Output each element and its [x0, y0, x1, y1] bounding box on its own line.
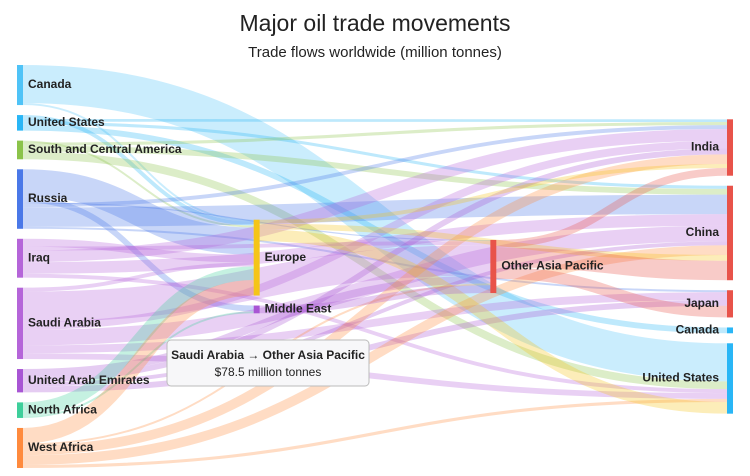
- flow-link: [259, 229, 728, 414]
- node-bar: [727, 290, 733, 318]
- node-label: Russia: [28, 191, 68, 205]
- node-bar: [17, 402, 23, 418]
- flow-link: [22, 121, 728, 189]
- flow-link: [22, 140, 254, 228]
- flow-link: [22, 273, 728, 394]
- node-bar: [17, 65, 23, 106]
- node-bar: [253, 305, 260, 314]
- node-bar: [253, 219, 260, 296]
- flow-link: [259, 285, 491, 314]
- node-bar: [17, 169, 23, 229]
- flow-link: [22, 65, 728, 382]
- node-label: Japan: [684, 296, 719, 310]
- node-label: West Africa: [28, 440, 94, 454]
- flow-link: [22, 398, 728, 468]
- flow-link: [22, 148, 728, 383]
- node-bar: [727, 119, 733, 176]
- flow-link: [22, 225, 728, 346]
- node-bar: [17, 238, 23, 278]
- flow-link: [22, 226, 728, 293]
- flow-link: [22, 169, 254, 255]
- flow-link: [22, 241, 728, 387]
- node-bar: [727, 185, 733, 281]
- flow-link: [22, 299, 728, 393]
- flow-link: [22, 151, 728, 390]
- flow-link: [22, 103, 254, 222]
- node-label: Europe: [265, 250, 307, 264]
- node-bar: [17, 140, 23, 160]
- flow-link: [496, 167, 728, 248]
- node-label: United Arab Emirates: [28, 373, 150, 387]
- flow-link: [496, 267, 728, 318]
- flow-link: [22, 194, 728, 227]
- flow-link: [496, 247, 728, 281]
- flow-link: [22, 214, 728, 274]
- flow-link: [22, 353, 728, 399]
- node-label: Other Asia Pacific: [501, 259, 604, 273]
- node-label: North Africa: [28, 402, 97, 416]
- node-label: Canada: [676, 323, 720, 337]
- node-bar: [727, 327, 733, 334]
- flow-link: [22, 279, 254, 444]
- flow-link: [22, 125, 728, 208]
- node-bar: [17, 287, 23, 360]
- node-bar: [727, 343, 733, 414]
- node-label: United States: [28, 115, 105, 129]
- flow-link: [22, 124, 728, 334]
- flow-link: [22, 145, 728, 195]
- flow-link: [22, 196, 254, 312]
- tooltip-title: Saudi Arabia → Other Asia Pacific: [171, 348, 365, 362]
- node-bar: [490, 239, 497, 294]
- node-label: Saudi Arabia: [28, 316, 101, 330]
- flow-link: [22, 245, 728, 465]
- flow-link: [22, 129, 728, 263]
- node-label: Iraq: [28, 250, 50, 264]
- flow-link: [22, 140, 728, 330]
- node-label: India: [691, 140, 719, 154]
- node-label: United States: [642, 371, 719, 385]
- tooltip-text: $78.5 million tonnes: [215, 365, 322, 379]
- flow-link: [22, 262, 254, 292]
- node-label: Middle East: [265, 302, 332, 316]
- node-label: Canada: [28, 77, 72, 91]
- flow-link: [22, 275, 491, 377]
- flow-link: [22, 292, 728, 354]
- node-label: China: [686, 225, 720, 239]
- flow-link: [259, 164, 728, 224]
- links: [22, 65, 728, 468]
- flow-link: [22, 154, 728, 456]
- flow-link: [22, 266, 254, 416]
- flow-link: [22, 311, 254, 418]
- flow-link: [22, 238, 254, 263]
- node-bar: [17, 115, 23, 131]
- tooltip-box: [166, 339, 370, 387]
- flow-link: [22, 115, 254, 226]
- node-label: South and Central America: [28, 142, 182, 156]
- tooltip: Saudi Arabia → Other Asia Pacific $78.5 …: [166, 339, 370, 387]
- chart-title: Major oil trade movements: [240, 10, 511, 36]
- chart-subtitle: Trade flows worldwide (million tonnes): [248, 44, 502, 61]
- flow-link: [22, 122, 728, 146]
- node-bar: [17, 369, 23, 393]
- node-bar: [17, 427, 23, 468]
- nodes: Canada United States South and Central Ame…: [17, 65, 733, 468]
